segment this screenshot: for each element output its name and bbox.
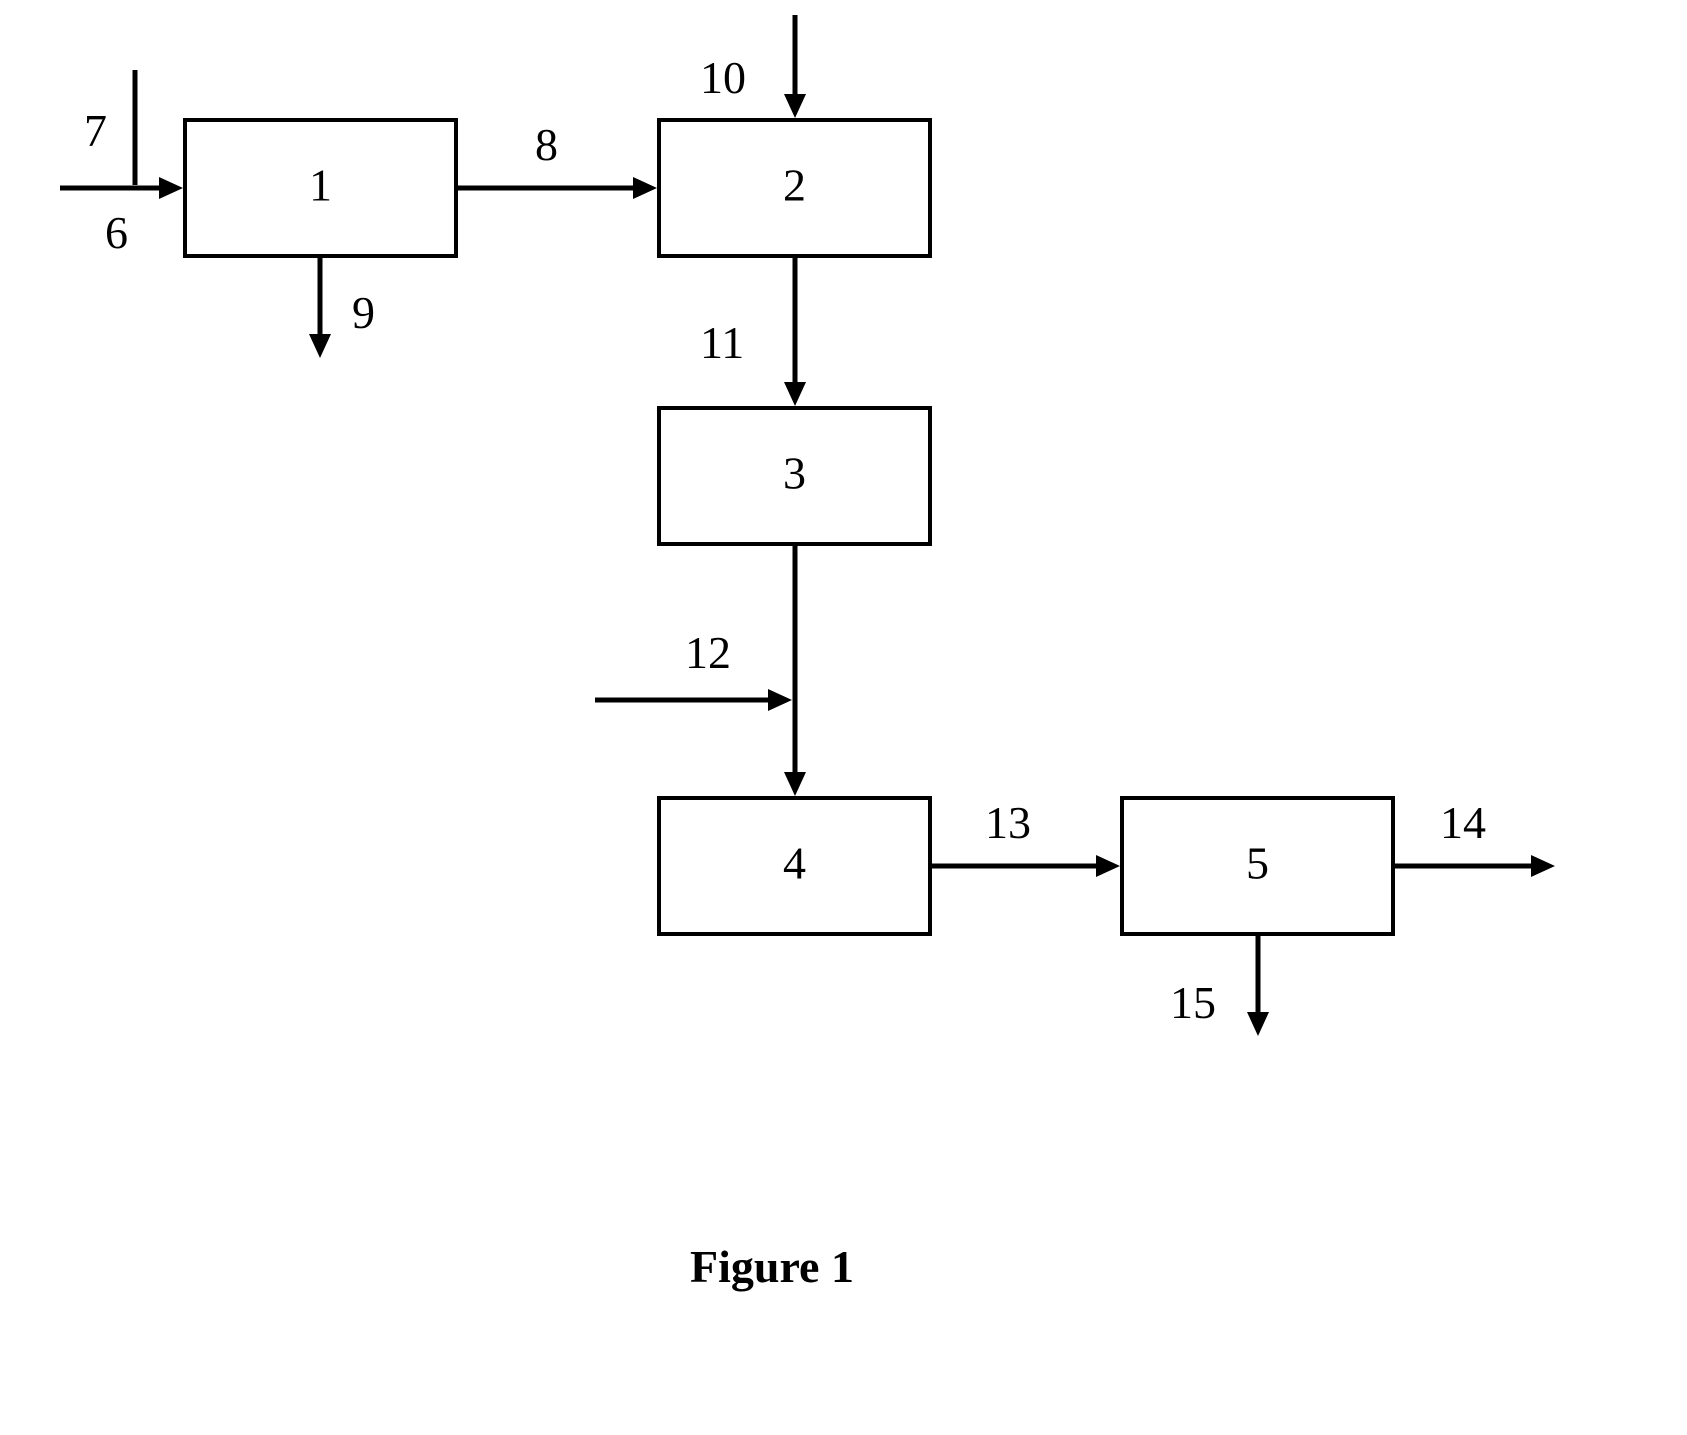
box-1: 1 <box>183 118 458 258</box>
box-4: 4 <box>657 796 932 936</box>
arrow-label-12: 12 <box>685 630 731 676</box>
arrow-head <box>309 334 331 358</box>
box-label: 3 <box>783 451 806 497</box>
arrow-label-11: 11 <box>700 320 744 366</box>
arrow-label-14: 14 <box>1440 800 1486 846</box>
box-label: 1 <box>309 163 332 209</box>
box-3: 3 <box>657 406 932 546</box>
arrow-head <box>159 177 183 199</box>
arrow-label-9: 9 <box>352 290 375 336</box>
figure-caption: Figure 1 <box>690 1240 854 1293</box>
box-label: 5 <box>1246 841 1269 887</box>
arrow-head <box>784 382 806 406</box>
flowchart-diagram: 678910111213141512345Figure 1 <box>0 0 1687 1435</box>
arrow-label-15: 15 <box>1170 980 1216 1026</box>
arrow-head <box>1096 855 1120 877</box>
arrow-head <box>784 94 806 118</box>
arrow-head <box>1531 855 1555 877</box>
box-5: 5 <box>1120 796 1395 936</box>
arrow-head <box>784 772 806 796</box>
box-2: 2 <box>657 118 932 258</box>
arrow-label-10: 10 <box>700 55 746 101</box>
arrow-label-7: 7 <box>84 108 107 154</box>
arrow-label-13: 13 <box>985 800 1031 846</box>
box-label: 2 <box>783 163 806 209</box>
box-label: 4 <box>783 841 806 887</box>
arrow-label-8: 8 <box>535 122 558 168</box>
arrow-head <box>633 177 657 199</box>
arrow-label-6: 6 <box>105 210 128 256</box>
arrow-head <box>768 689 792 711</box>
arrow-head <box>1247 1012 1269 1036</box>
